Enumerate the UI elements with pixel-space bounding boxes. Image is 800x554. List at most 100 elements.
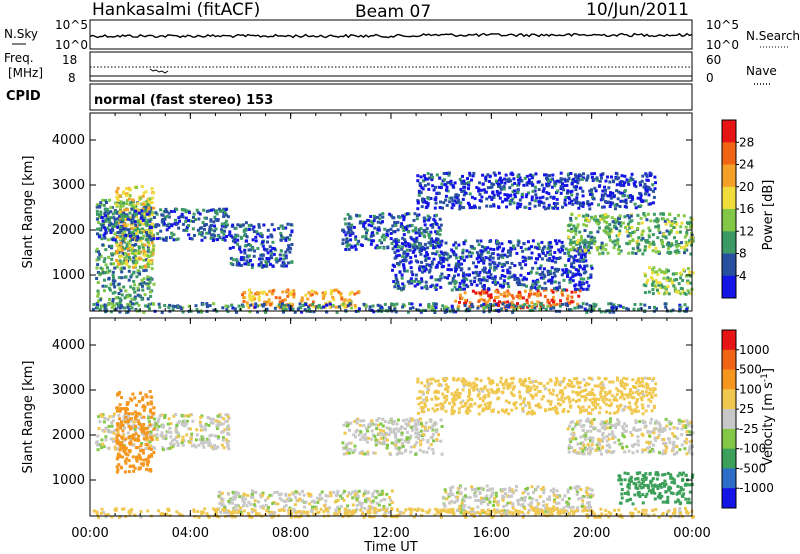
power-cell [477, 243, 481, 247]
power-cell [104, 284, 108, 288]
power-cell [545, 197, 549, 201]
power-cell [413, 212, 417, 216]
power-cell [578, 242, 581, 246]
velocity-cell [382, 497, 386, 501]
power-cell [608, 223, 612, 227]
power-cell [607, 186, 611, 190]
velocity-cell [176, 435, 180, 439]
velocity-cell [227, 427, 231, 431]
velocity-cell [347, 491, 351, 495]
power-cell [497, 304, 500, 307]
power-cell [676, 249, 680, 253]
power-cell [110, 306, 114, 309]
power-cell [482, 298, 486, 302]
velocity-cell [135, 459, 139, 463]
power-cell [615, 183, 619, 187]
power-cell [651, 183, 655, 187]
power-cell [649, 276, 653, 280]
power-cell [96, 212, 99, 216]
power-cell [621, 192, 625, 196]
power-cell [521, 255, 525, 259]
power-cell [144, 268, 148, 272]
power-cell [325, 310, 328, 314]
power-cell [487, 256, 491, 260]
velocity-cell [389, 498, 393, 502]
power-cell [578, 305, 582, 309]
velocity-cell [133, 466, 137, 470]
power-cell [424, 265, 428, 269]
power-cell [252, 225, 256, 229]
power-cell [604, 188, 608, 192]
power-cell [154, 223, 158, 227]
velocity-cell [377, 423, 380, 427]
power-cell [337, 290, 341, 294]
velocity-cell [373, 451, 377, 455]
power-cell [608, 180, 612, 184]
velocity-cell [439, 418, 443, 422]
power-cell [536, 278, 539, 282]
power-cell [434, 302, 438, 306]
power-cell [392, 280, 396, 284]
power-cell [268, 303, 272, 306]
power-cell [584, 248, 587, 252]
power-cell [188, 237, 192, 240]
power-cell [470, 178, 473, 182]
power-cell [549, 272, 553, 276]
velocity-cell [119, 422, 123, 426]
power-cell [145, 211, 149, 215]
power-cell [472, 261, 475, 265]
power-cell [617, 303, 621, 307]
power-cell [390, 242, 394, 245]
velocity-cell [135, 412, 139, 416]
power-cell [584, 270, 588, 274]
power-cell [125, 192, 128, 196]
power-cell [590, 175, 594, 179]
power-cell [259, 261, 263, 265]
velocity-cell [439, 439, 443, 443]
power-cell [128, 211, 132, 215]
power-cell [121, 218, 125, 222]
power-cell [540, 286, 544, 290]
power-cell [239, 258, 243, 262]
velocity-cell [171, 444, 175, 448]
power-cell [425, 201, 428, 205]
power-cell [667, 232, 671, 236]
velocity-cell [365, 499, 369, 502]
power-cell [499, 284, 503, 288]
power-cell [507, 276, 511, 280]
power-cell [96, 289, 100, 293]
velocity-cell [213, 434, 217, 438]
power-cell [561, 182, 564, 186]
velocity-cell [226, 432, 230, 436]
power-cell [607, 226, 611, 230]
velocity-cell [131, 455, 135, 459]
power-cell [146, 277, 150, 281]
power-cell [524, 205, 528, 209]
power-cell [466, 201, 470, 205]
velocity-cell [397, 438, 401, 442]
power-cell [137, 303, 141, 307]
power-cell [357, 290, 361, 294]
velocity-cell [131, 443, 135, 447]
power-cell [468, 273, 471, 277]
power-cell [133, 213, 137, 217]
power-cell [609, 202, 613, 206]
velocity-cell [221, 429, 225, 433]
power-cell [627, 222, 630, 226]
velocity-cell [274, 502, 278, 506]
power-cell [590, 202, 594, 206]
power-cell [419, 175, 423, 179]
power-cell [269, 254, 273, 258]
velocity-cell [239, 506, 242, 510]
power-cell [361, 235, 365, 239]
power-cell [145, 221, 149, 225]
power-cell [466, 177, 469, 180]
velocity-cell [119, 426, 122, 430]
power-cell [678, 307, 682, 311]
power-cell [640, 233, 644, 237]
velocity-cell [194, 438, 198, 442]
power-cell [107, 211, 111, 215]
power-cell [431, 184, 435, 188]
velocity-cell [434, 422, 438, 426]
power-cell [484, 256, 488, 260]
